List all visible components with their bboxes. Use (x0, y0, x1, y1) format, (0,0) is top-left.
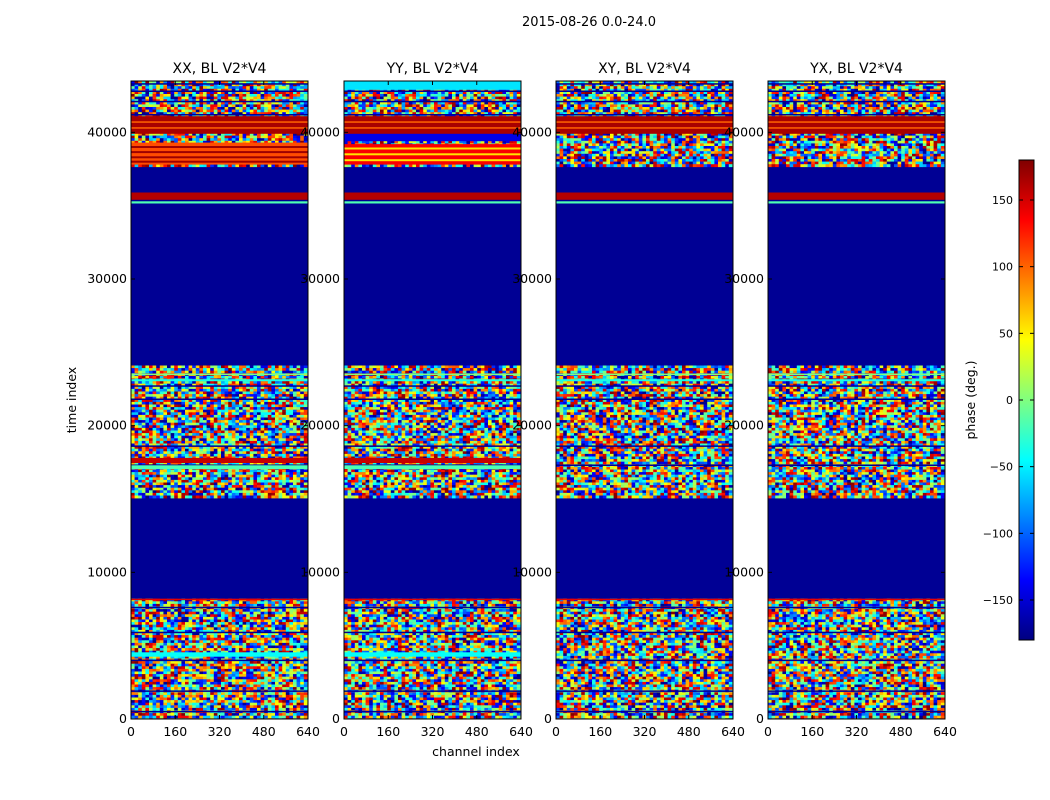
panels: XX, BL V2*V4 0 160 320 480 640 0 10000 20000 3000… (87, 61, 957, 739)
colorbar-tick-label: 50 (999, 327, 1013, 340)
figure-title: 2015-08-26 0.0-24.0 (522, 15, 656, 30)
y-tick-label: 30000 (300, 271, 340, 286)
y-tick-label: 30000 (724, 271, 764, 286)
y-tick-label: 20000 (300, 418, 340, 433)
x-tick-label: 480 (465, 724, 489, 739)
waterfall-image (556, 81, 733, 719)
y-tick-label: 0 (332, 711, 340, 726)
x-tick-label: 320 (633, 724, 657, 739)
y-tick-label: 20000 (512, 418, 552, 433)
colorbar-tick-label: 0 (1006, 394, 1013, 407)
y-tick-label: 30000 (87, 271, 127, 286)
x-tick-label: 160 (800, 724, 824, 739)
x-tick-label: 320 (421, 724, 445, 739)
y-tick-label: 20000 (87, 418, 127, 433)
y-tick-label: 0 (544, 711, 552, 726)
x-tick-label: 320 (845, 724, 869, 739)
colorbar-tick-label: 150 (992, 194, 1013, 207)
x-tick-label: 160 (588, 724, 612, 739)
colorbar-tick-label: 100 (992, 261, 1013, 274)
panel-title: YX, BL V2*V4 (809, 61, 903, 77)
x-tick-label: 640 (721, 724, 745, 739)
panel-xy: XY, BL V2*V4 0 160 320 480 640 0 10000 20000 3000… (512, 61, 745, 739)
panel-title: XX, BL V2*V4 (173, 61, 267, 77)
x-axis-label: channel index (432, 744, 520, 759)
colorbar-label: phase (deg.) (963, 361, 978, 440)
panel-yy: YY, BL V2*V4 0 160 320 480 640 0 10000 20000 3000… (300, 61, 533, 739)
x-tick-label: 320 (208, 724, 232, 739)
colorbar-tick-label: −100 (983, 527, 1013, 540)
y-tick-label: 10000 (724, 564, 764, 579)
x-tick-label: 640 (509, 724, 533, 739)
y-tick-label: 40000 (87, 124, 127, 139)
x-tick-label: 0 (552, 724, 560, 739)
y-tick-label: 20000 (724, 418, 764, 433)
y-axis-label: time index (64, 367, 79, 433)
y-tick-label: 10000 (512, 564, 552, 579)
y-tick-label: 40000 (724, 124, 764, 139)
x-tick-label: 160 (163, 724, 187, 739)
colorbar-tick-label: −50 (990, 461, 1013, 474)
x-tick-label: 0 (127, 724, 135, 739)
y-tick-label: 0 (119, 711, 127, 726)
y-tick-label: 10000 (87, 564, 127, 579)
x-tick-label: 640 (296, 724, 320, 739)
x-tick-label: 0 (764, 724, 772, 739)
colorbar-tick-label: −150 (983, 594, 1013, 607)
x-tick-label: 480 (889, 724, 913, 739)
panel-title: YY, BL V2*V4 (386, 61, 479, 77)
y-tick-label: 10000 (300, 564, 340, 579)
x-tick-label: 160 (376, 724, 400, 739)
y-tick-label: 40000 (512, 124, 552, 139)
panel-yx: YX, BL V2*V4 0 160 320 480 640 0 10000 20000 3000… (724, 61, 957, 739)
x-tick-label: 0 (340, 724, 348, 739)
panel-title: XY, BL V2*V4 (598, 61, 691, 77)
panel-xx: XX, BL V2*V4 0 160 320 480 640 0 10000 20000 3000… (87, 61, 320, 739)
waterfall-image (131, 81, 308, 719)
y-tick-label: 40000 (300, 124, 340, 139)
colorbar: 150 100 50 0 −50 −100 −150 phase (deg.) (963, 159, 1035, 641)
waterfall-image (768, 81, 945, 719)
y-tick-label: 30000 (512, 271, 552, 286)
x-tick-label: 480 (252, 724, 276, 739)
x-tick-label: 640 (933, 724, 957, 739)
y-tick-label: 0 (756, 711, 764, 726)
waterfall-image (344, 81, 521, 719)
x-tick-label: 480 (677, 724, 701, 739)
